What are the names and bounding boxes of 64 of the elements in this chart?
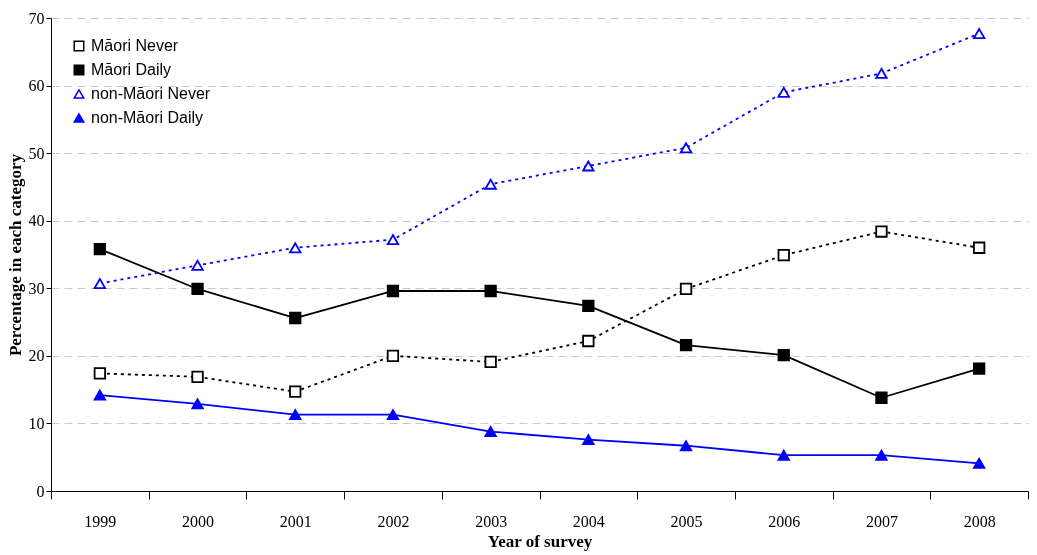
point	[679, 338, 693, 352]
point	[777, 449, 790, 461]
point	[289, 409, 302, 421]
legend-label: non-Māori Never	[91, 85, 211, 102]
legend-label: non-Māori Daily	[91, 109, 204, 126]
point	[973, 457, 986, 469]
x-tick-label: 2000	[182, 512, 215, 530]
point	[679, 440, 693, 452]
x-tick-label: 2004	[572, 512, 605, 530]
y-tick-label: 10	[28, 414, 45, 432]
point	[679, 282, 693, 296]
point	[289, 311, 302, 325]
point	[191, 259, 204, 271]
x-tick-label: 2002	[377, 512, 410, 530]
point	[93, 278, 106, 289]
point	[973, 241, 986, 254]
point	[386, 284, 400, 298]
point	[484, 355, 497, 369]
point	[582, 334, 595, 348]
point	[93, 367, 106, 380]
x-tick-label: 1999	[84, 512, 117, 530]
y-tick-label: 30	[28, 279, 45, 297]
point	[386, 409, 400, 421]
point	[679, 142, 693, 154]
legend-label: Māori Never	[91, 37, 179, 54]
point	[484, 178, 497, 190]
point	[289, 242, 302, 254]
point	[386, 349, 400, 362]
y-tick-label: 0	[36, 482, 45, 500]
point	[191, 398, 204, 410]
x-tick-label: 2005	[670, 512, 703, 530]
x-tick-label: 2006	[768, 512, 801, 530]
point	[973, 28, 986, 39]
x-tick-label: 2001	[279, 512, 312, 530]
point	[484, 426, 497, 437]
point	[582, 299, 595, 312]
point	[191, 282, 204, 296]
x-tick-label: 2008	[963, 512, 996, 530]
point	[875, 225, 888, 238]
point	[93, 242, 106, 256]
x-tick-label: 2003	[475, 512, 508, 530]
point	[289, 385, 302, 398]
point	[973, 362, 986, 375]
point	[777, 249, 790, 262]
y-tick-label: 40	[28, 212, 45, 230]
point	[875, 391, 888, 404]
point	[582, 160, 595, 172]
point	[777, 86, 790, 98]
y-tick-label: 50	[28, 144, 45, 162]
point	[386, 234, 400, 246]
point	[93, 389, 106, 401]
y-tick-label: 70	[28, 9, 45, 27]
point	[484, 284, 497, 298]
legend-label: Māori Daily	[91, 61, 172, 78]
point	[191, 370, 204, 383]
x-tick-label: 2007	[865, 512, 898, 530]
point	[777, 349, 790, 362]
point	[875, 67, 888, 79]
y-tick-label: 20	[28, 347, 45, 365]
point	[582, 434, 595, 446]
x-axis-title: Year of survey	[487, 531, 593, 551]
y-tick-label: 60	[28, 77, 45, 95]
y-axis-title: Percentage in each category	[5, 153, 25, 357]
point	[875, 449, 888, 461]
